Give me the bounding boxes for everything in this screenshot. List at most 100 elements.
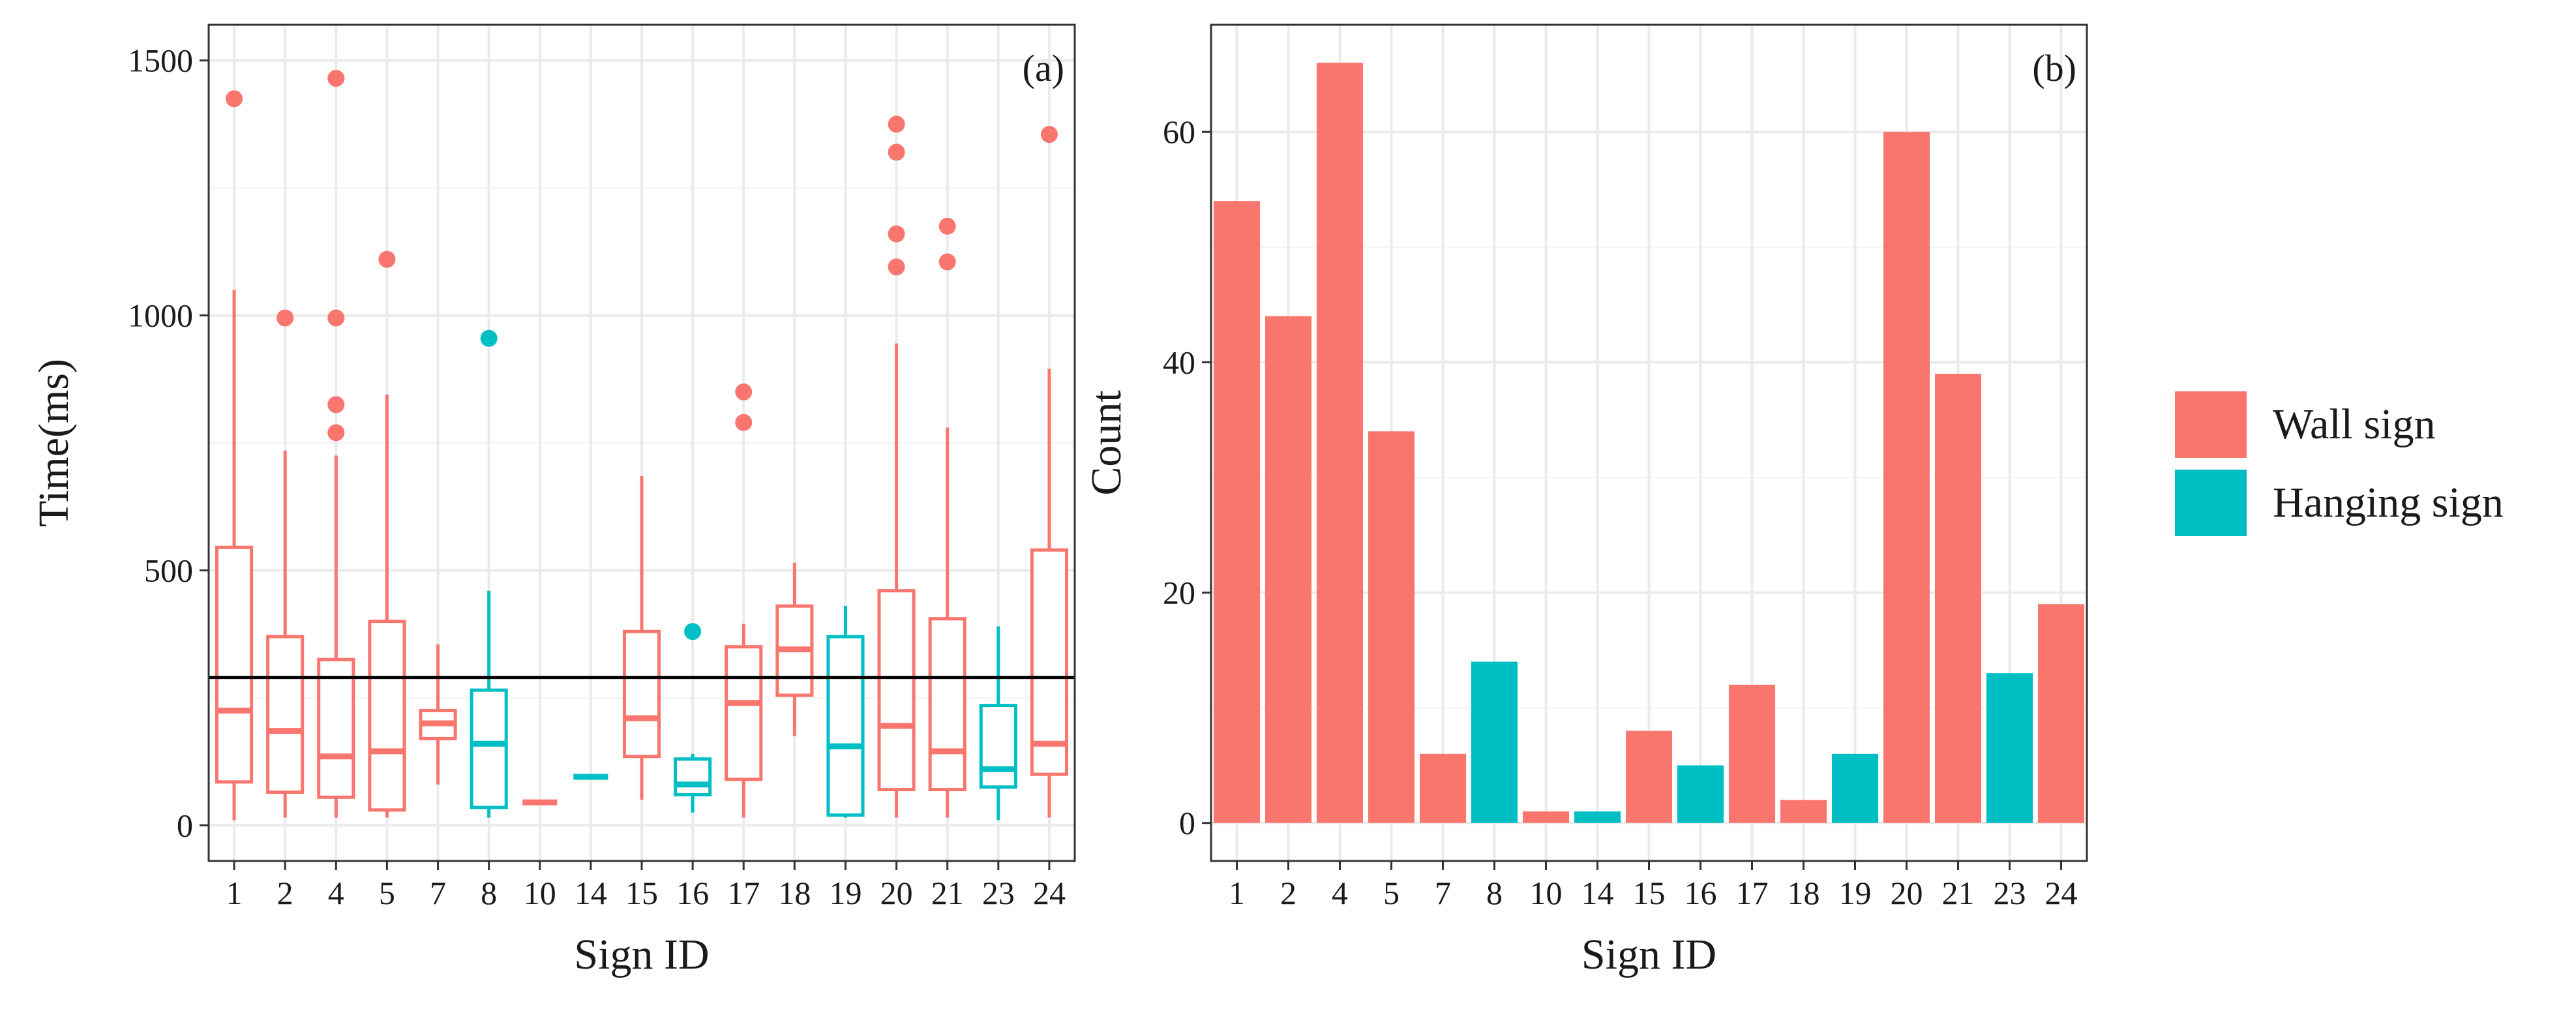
outlier-point (888, 225, 905, 243)
bar-sign-20 (1883, 132, 1930, 823)
box-sign-7 (419, 644, 457, 785)
bar-sign-19 (1831, 753, 1879, 823)
outlier-point (938, 217, 956, 235)
x-tick-label: 16 (1685, 875, 1717, 911)
x-tick-label: 4 (1332, 875, 1348, 911)
y-tick-label: 1500 (128, 42, 193, 79)
x-tick-label: 10 (524, 875, 556, 911)
bar-sign-21 (1934, 374, 1982, 823)
x-tick-label: 7 (1435, 875, 1451, 911)
bar-sign-10 (1522, 811, 1570, 823)
box-sign-8 (470, 329, 508, 818)
x-tick-label: 1 (1229, 875, 1245, 911)
box-sign-18 (775, 562, 814, 736)
x-tick-label: 24 (1033, 875, 1066, 911)
x-tick-label: 4 (328, 875, 344, 911)
bar-sign-14 (1574, 811, 1621, 823)
box-sign-5 (368, 250, 406, 818)
box (725, 645, 763, 781)
bar-x-ticks: 1 2 4 5 7 8 10 14 15 16 17 18 19 20 21 23 24 (1229, 861, 2078, 911)
outlier-point (735, 414, 753, 431)
outlier-point (938, 253, 956, 271)
x-tick-label: 5 (379, 875, 395, 911)
x-tick-label: 17 (1736, 875, 1769, 911)
x-tick-label: 5 (1383, 875, 1400, 911)
bar-sign-2 (1265, 316, 1312, 823)
legend-key-hanging-sign (2175, 470, 2247, 536)
legend-label-wall-sign: Wall sign (2273, 400, 2436, 448)
y-tick-label: 1000 (128, 297, 193, 334)
box (215, 545, 254, 784)
x-tick-label: 16 (676, 875, 709, 911)
box-sign-15 (622, 475, 661, 800)
x-tick-label: 21 (1942, 875, 1975, 911)
bar-sign-23 (1986, 673, 2033, 823)
box-sign-24 (1030, 126, 1069, 818)
bar-sign-7 (1419, 753, 1467, 823)
bar-sign-8 (1471, 661, 1518, 823)
box-sign-2 (266, 309, 305, 818)
outlier-point (327, 424, 345, 442)
x-tick-label: 8 (481, 875, 497, 911)
bar-sign-4 (1316, 63, 1364, 823)
box (266, 635, 305, 794)
outlier-point (1040, 126, 1058, 143)
box-sign-16 (674, 623, 712, 813)
bar-x-axis-title: Sign ID (1581, 931, 1716, 978)
x-tick-label: 15 (625, 875, 658, 911)
box (1030, 548, 1069, 776)
bar-marks (1213, 63, 2085, 823)
outlier-point (888, 258, 905, 276)
x-tick-label: 23 (1994, 875, 2026, 911)
bar-sign-1 (1213, 201, 1261, 823)
x-tick-label: 2 (1280, 875, 1296, 911)
x-tick-label: 14 (1581, 875, 1614, 911)
outlier-point (735, 383, 753, 400)
x-tick-label: 17 (727, 875, 760, 911)
bar-sign-18 (1780, 800, 1827, 823)
box (979, 704, 1017, 789)
x-tick-label: 20 (880, 875, 913, 911)
panel-label-a: (a) (1023, 47, 1064, 89)
box (826, 635, 865, 817)
outlier-point (888, 115, 905, 133)
outlier-point (684, 623, 702, 641)
box (368, 620, 406, 812)
outlier-point (888, 143, 905, 161)
bar-sign-24 (2037, 604, 2085, 823)
x-tick-label: 10 (1530, 875, 1563, 911)
y-tick-label: 60 (1163, 113, 1195, 150)
bar-y-ticks: 0 20 40 60 (1163, 113, 1211, 841)
boxplot-marks (215, 70, 1069, 821)
box (317, 657, 355, 799)
boxplot-x-ticks: 1 2 4 5 7 8 10 14 15 16 17 18 19 20 21 23 24 (226, 861, 1066, 911)
legend: Wall sign Hanging sign (2175, 391, 2504, 536)
x-tick-label: 8 (1486, 875, 1503, 911)
x-tick-label: 19 (1839, 875, 1872, 911)
box-sign-20 (877, 115, 916, 818)
legend-key-wall-sign (2175, 391, 2247, 458)
bar-y-axis-title: Count (1083, 390, 1130, 495)
x-tick-label: 14 (575, 875, 607, 911)
x-tick-label: 18 (1788, 875, 1820, 911)
box-sign-1 (215, 90, 254, 821)
boxplot-x-axis-title: Sign ID (574, 931, 709, 978)
bar-sign-5 (1368, 431, 1415, 823)
x-tick-label: 20 (1891, 875, 1923, 911)
box (622, 629, 661, 759)
outlier-point (327, 309, 345, 327)
bar-sign-15 (1625, 731, 1673, 823)
outlier-point (327, 70, 345, 87)
box (928, 617, 966, 792)
outlier-point (226, 90, 243, 108)
box-sign-4 (317, 70, 355, 818)
outlier-point (480, 329, 498, 347)
box (877, 589, 916, 792)
y-tick-label: 40 (1163, 344, 1195, 380)
y-tick-label: 20 (1163, 575, 1195, 611)
bar-sign-17 (1728, 684, 1776, 823)
legend-label-hanging-sign: Hanging sign (2273, 479, 2504, 526)
